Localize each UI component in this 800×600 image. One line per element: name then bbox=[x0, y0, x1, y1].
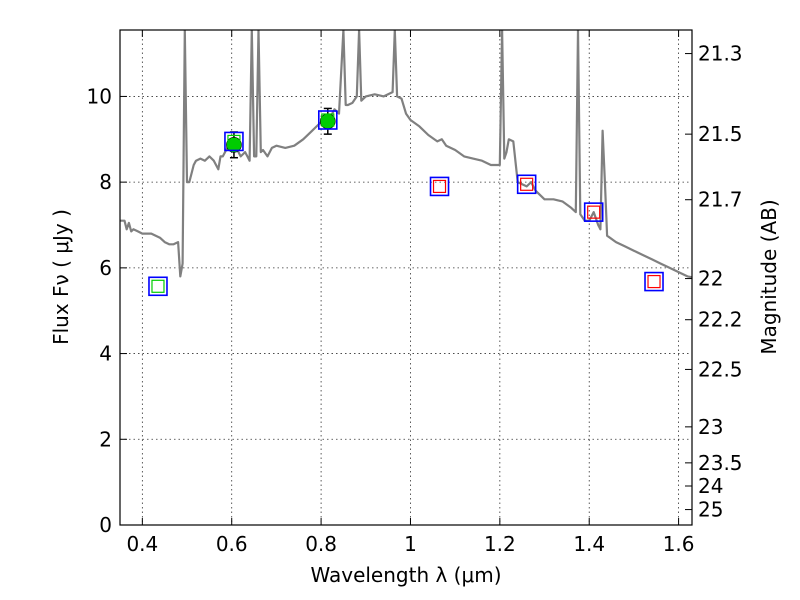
model-box-inner bbox=[647, 274, 661, 289]
y-tick-label: 8 bbox=[99, 170, 112, 194]
x-tick-label: 0.6 bbox=[216, 532, 248, 556]
y-tick-label: 4 bbox=[99, 342, 112, 366]
tick-layer: 0.4 0.6 0.8 1 1.2 1.4 1.6024681021.321.521.722… bbox=[87, 30, 743, 556]
model-box-inner bbox=[587, 205, 601, 219]
y2-tick-label: 22.2 bbox=[698, 308, 743, 332]
x-tick-label: 1 bbox=[404, 532, 417, 556]
x-tick-label: 0.4 bbox=[126, 532, 158, 556]
y2-tick-label: 24 bbox=[698, 474, 723, 498]
model-box-outer bbox=[583, 202, 604, 222]
model-box-outer bbox=[224, 131, 244, 152]
y2-tick-label: 21.5 bbox=[698, 122, 743, 146]
y-tick-label: 10 bbox=[87, 84, 112, 108]
x-tick-label: 1.4 bbox=[573, 532, 605, 556]
model-box-outer bbox=[429, 176, 450, 197]
plot-frame bbox=[119, 29, 693, 526]
y-axis-label: Flux Fν ( μJy ) bbox=[49, 209, 73, 345]
y2-tick-label: 23.5 bbox=[698, 451, 743, 475]
model-box-inner bbox=[151, 279, 165, 293]
model-box-outer bbox=[516, 174, 537, 195]
model-box-inner bbox=[321, 113, 335, 127]
y2-tick-label: 22 bbox=[698, 267, 723, 291]
y2-tick-label: 25 bbox=[698, 498, 723, 522]
y2-tick-label: 21.3 bbox=[698, 42, 743, 66]
observed-point bbox=[226, 137, 242, 153]
y2-tick-label: 22.5 bbox=[698, 357, 743, 381]
y2-tick-label: 23 bbox=[698, 415, 723, 439]
x-tick-label: 1.2 bbox=[484, 532, 516, 556]
model-box-outer bbox=[317, 110, 338, 130]
spectrum-line bbox=[120, 30, 692, 279]
model-box-inner bbox=[227, 134, 241, 149]
y-tick-label: 2 bbox=[99, 427, 112, 451]
y2-axis-label: Magnitude (AB) bbox=[757, 199, 781, 354]
data-layer bbox=[120, 30, 692, 297]
y-tick-label: 0 bbox=[99, 513, 112, 537]
model-box-inner bbox=[432, 179, 447, 194]
y-tick-label: 6 bbox=[99, 256, 112, 280]
model-box-outer bbox=[644, 271, 664, 292]
model-box-inner bbox=[520, 177, 534, 191]
x-axis-label: Wavelength λ (μm) bbox=[310, 563, 501, 587]
x-tick-label: 0.8 bbox=[305, 532, 337, 556]
model-box-outer bbox=[148, 276, 168, 297]
grid-layer bbox=[120, 30, 692, 525]
x-tick-label: 1.6 bbox=[663, 532, 695, 556]
spectrum-group bbox=[120, 30, 692, 297]
y2-tick-label: 21.7 bbox=[698, 188, 743, 212]
